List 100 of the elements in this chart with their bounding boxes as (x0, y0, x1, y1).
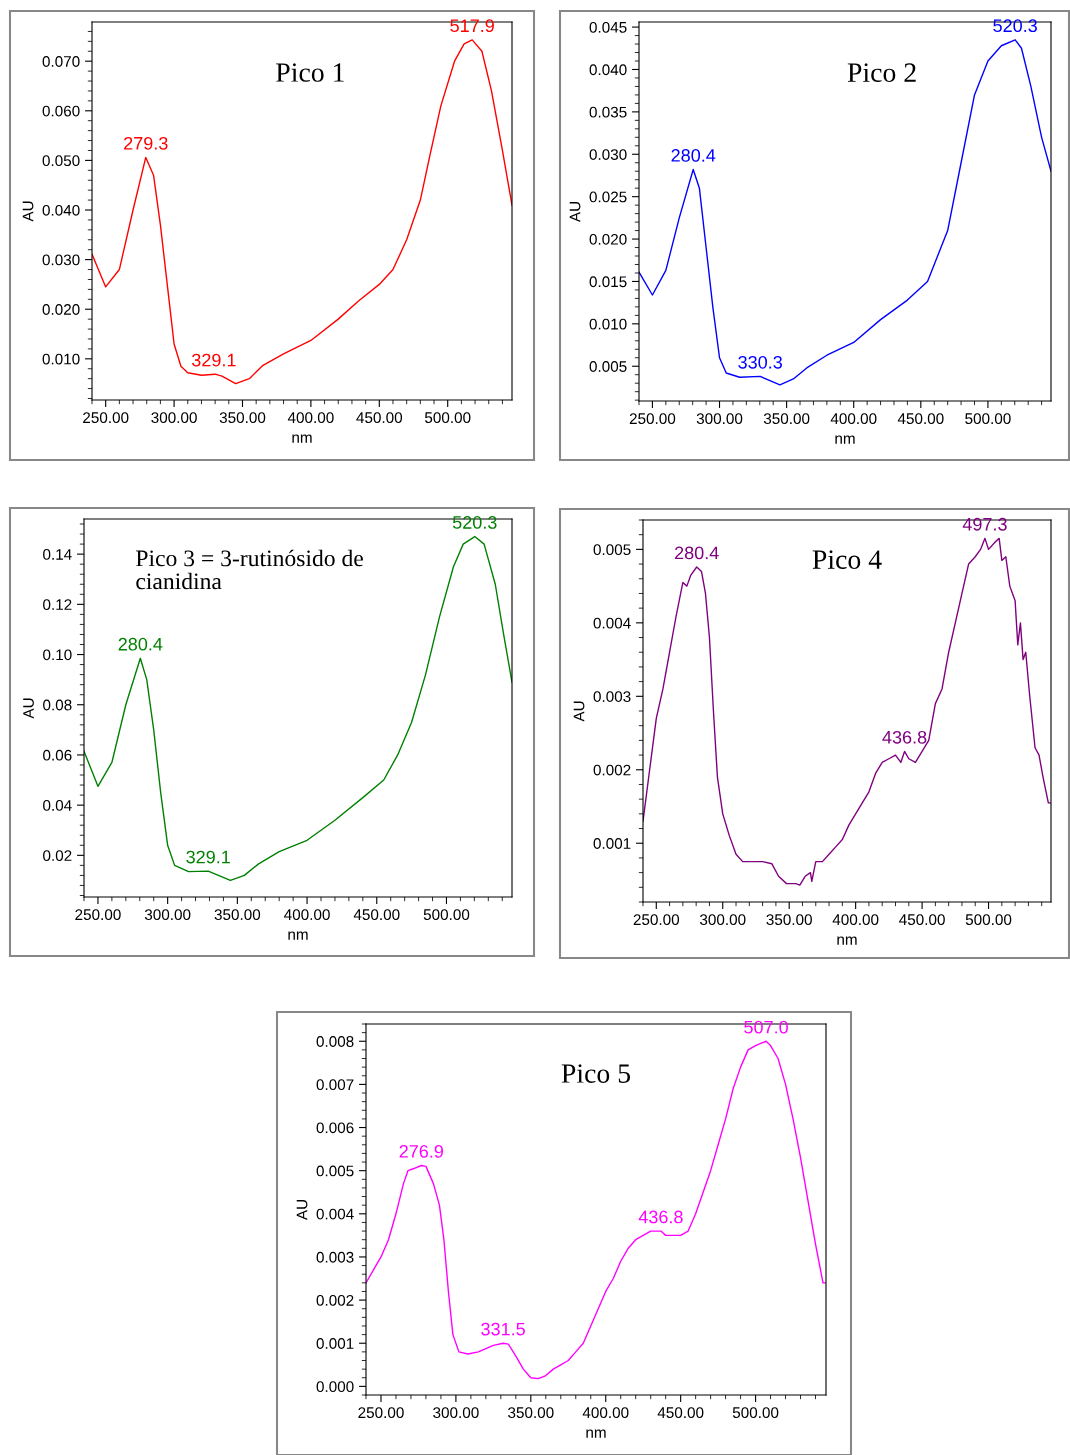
y-tick-label: 0.003 (593, 691, 631, 702)
y-tick-label: 0.060 (42, 105, 80, 117)
line-series (643, 537, 1051, 886)
x-tick-label: 350.00 (508, 1407, 554, 1419)
annotation: 330.3 (738, 355, 782, 369)
y-tick-label: 0.045 (589, 21, 627, 33)
y-axis-title: AU (23, 698, 34, 719)
x-tick-label: 250.00 (358, 1407, 404, 1419)
y-tick-label: 0.050 (42, 155, 80, 167)
annotation: 436.8 (638, 1210, 683, 1224)
x-axis-title: nm (835, 435, 855, 444)
y-axis-title: AU (296, 1200, 308, 1221)
y-tick-label: 0.06 (43, 749, 72, 761)
x-tick-label: 300.00 (433, 1407, 479, 1419)
y-tick-label: 0.004 (316, 1208, 354, 1220)
line-series (84, 535, 512, 882)
y-axis-title: AU (573, 701, 585, 722)
x-tick-label: 450.00 (899, 914, 945, 926)
y-tick-label: 0.003 (316, 1251, 354, 1263)
x-axis-title: nm (586, 1429, 606, 1438)
y-tick-label: 0.008 (316, 1036, 354, 1047)
annotation: 331.5 (481, 1322, 525, 1336)
x-tick-label: 350.00 (763, 413, 810, 425)
y-tick-label: 0.070 (42, 56, 80, 67)
x-tick-label: 500.00 (965, 914, 1012, 926)
annotation: 329.1 (191, 353, 236, 367)
y-tick-label: 0.005 (593, 544, 631, 556)
y-tick-label: 0.015 (589, 276, 627, 288)
y-tick-label: 0.001 (593, 838, 631, 849)
x-tick-label: 450.00 (356, 412, 403, 424)
y-tick-label: 0.14 (43, 549, 72, 560)
annotation: 276.9 (399, 1144, 444, 1158)
x-tick-label: 400.00 (287, 412, 334, 424)
annotation: 517.9 (450, 19, 494, 33)
annotation: 497.3 (962, 517, 1007, 531)
x-tick-label: 400.00 (582, 1407, 629, 1419)
x-tick-label: 300.00 (699, 914, 746, 926)
y-tick-label: 0.12 (43, 599, 72, 611)
annotation: 520.3 (452, 516, 497, 529)
x-tick-label: 500.00 (423, 909, 470, 921)
y-tick-label: 0.020 (589, 233, 627, 245)
annotation: 507.0 (744, 1020, 788, 1034)
y-tick-label: 0.040 (42, 204, 80, 216)
x-tick-label: 350.00 (766, 914, 812, 926)
y-tick-label: 0.030 (589, 149, 627, 160)
y-tick-label: 0.000 (316, 1381, 354, 1393)
x-axis-title: nm (837, 936, 857, 945)
y-tick-label: 0.006 (316, 1122, 354, 1134)
x-tick-label: 500.00 (732, 1407, 779, 1419)
y-tick-label: 0.02 (43, 850, 72, 862)
annotation: 280.4 (671, 149, 716, 162)
text: Pico 1 (276, 63, 344, 82)
annotation: 279.3 (124, 136, 168, 150)
y-tick-label: 0.005 (316, 1165, 354, 1177)
annotation: 280.4 (118, 637, 163, 651)
text: Pico 2 (847, 63, 916, 83)
x-tick-label: 250.00 (83, 412, 129, 424)
x-tick-label: 450.00 (657, 1407, 704, 1419)
annotation: 436.8 (882, 730, 927, 744)
y-tick-label: 0.08 (43, 699, 72, 711)
text: Pico 4 (812, 550, 882, 569)
x-tick-label: 300.00 (151, 412, 197, 424)
x-tick-label: 400.00 (832, 914, 879, 926)
y-axis-title: AU (22, 201, 34, 222)
y-tick-label: 0.040 (589, 64, 627, 76)
x-axis-title: nm (292, 434, 312, 443)
y-tick-label: 0.10 (43, 649, 72, 661)
line-series (366, 1040, 826, 1380)
text: Pico 3 = 3-rutinósido de cianidina (136, 549, 363, 590)
line-series (639, 39, 1051, 386)
x-tick-label: 400.00 (830, 413, 877, 425)
y-tick-label: 0.005 (589, 361, 627, 372)
y-tick-label: 0.010 (42, 353, 80, 365)
annotation: 520.3 (993, 19, 1037, 33)
y-tick-label: 0.002 (316, 1294, 354, 1306)
x-tick-label: 350.00 (214, 909, 261, 921)
x-tick-label: 250.00 (75, 909, 121, 921)
y-tick-label: 0.001 (316, 1338, 354, 1349)
line-series (92, 39, 512, 385)
y-tick-label: 0.035 (589, 106, 627, 118)
y-tick-label: 0.04 (43, 800, 72, 811)
y-tick-label: 0.002 (593, 764, 631, 776)
y-tick-label: 0.030 (42, 254, 80, 266)
x-axis-title: nm (288, 931, 308, 940)
y-tick-label: 0.020 (42, 304, 80, 315)
x-tick-label: 400.00 (284, 909, 330, 921)
x-tick-label: 450.00 (353, 909, 400, 921)
y-axis-title: AU (569, 202, 581, 223)
y-tick-label: 0.007 (316, 1079, 354, 1091)
x-tick-label: 500.00 (424, 412, 471, 424)
y-tick-label: 0.010 (589, 318, 627, 330)
x-tick-label: 250.00 (633, 914, 680, 926)
x-tick-label: 300.00 (696, 413, 743, 425)
y-tick-label: 0.004 (593, 617, 631, 629)
annotation: 280.4 (675, 546, 719, 560)
x-tick-label: 450.00 (897, 413, 944, 425)
text: Pico 5 (561, 1064, 631, 1083)
x-tick-label: 250.00 (629, 413, 676, 425)
x-tick-label: 350.00 (219, 412, 266, 424)
annotation: 329.1 (186, 850, 230, 864)
